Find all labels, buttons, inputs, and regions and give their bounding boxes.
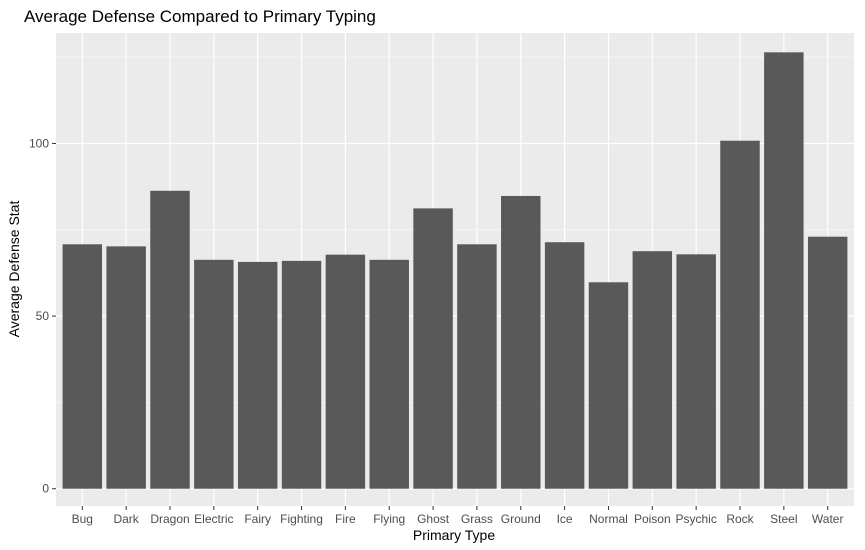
- bar-rock: [720, 140, 760, 489]
- x-tick-label: Fire: [335, 512, 356, 526]
- bar-ghost: [413, 208, 453, 489]
- bar-fire: [325, 254, 366, 489]
- bar-psychic: [676, 254, 716, 489]
- x-tick-label: Ghost: [417, 512, 450, 526]
- chart-title: Average Defense Compared to Primary Typi…: [24, 7, 376, 26]
- x-tick-label: Grass: [461, 512, 493, 526]
- y-tick-label: 0: [42, 482, 49, 496]
- x-tick-label: Psychic: [675, 512, 716, 526]
- y-axis: 0 50 100: [29, 136, 56, 496]
- bar-ground: [501, 195, 541, 489]
- x-tick-label: Poison: [634, 512, 671, 526]
- x-tick-label: Ice: [557, 512, 573, 526]
- x-tick-label: Fighting: [280, 512, 323, 526]
- bar-bug: [62, 244, 103, 489]
- x-axis: Bug Dark Dragon Electric Fairy Fighting Fire Fl…: [72, 506, 844, 526]
- bar-grass: [457, 244, 497, 489]
- x-tick-label: Dragon: [150, 512, 189, 526]
- x-axis-title: Primary Type: [413, 527, 495, 543]
- x-tick-label: Bug: [72, 512, 93, 526]
- x-tick-label: Rock: [726, 512, 754, 526]
- bar-normal: [588, 282, 629, 489]
- x-tick-label: Steel: [770, 512, 797, 526]
- x-tick-label: Fairy: [244, 512, 271, 526]
- y-axis-title: Average Defense Stat: [6, 201, 22, 338]
- bar-electric: [194, 259, 234, 489]
- bar-steel: [764, 52, 804, 489]
- bar-fairy: [237, 261, 278, 489]
- x-tick-label: Ground: [501, 512, 541, 526]
- bar-dragon: [150, 190, 190, 489]
- y-tick-label: 50: [36, 309, 50, 323]
- y-tick-label: 100: [29, 136, 49, 150]
- bar-poison: [632, 251, 673, 489]
- x-tick-label: Water: [812, 512, 844, 526]
- x-tick-label: Flying: [373, 512, 405, 526]
- bar-water: [807, 236, 848, 489]
- bar-ice: [544, 242, 585, 489]
- bar-dark: [106, 246, 146, 489]
- x-tick-label: Dark: [113, 512, 139, 526]
- bar-flying: [369, 259, 409, 489]
- bars: [62, 52, 848, 489]
- bar-fighting: [281, 260, 322, 489]
- x-tick-label: Electric: [194, 512, 233, 526]
- x-tick-label: Normal: [589, 512, 628, 526]
